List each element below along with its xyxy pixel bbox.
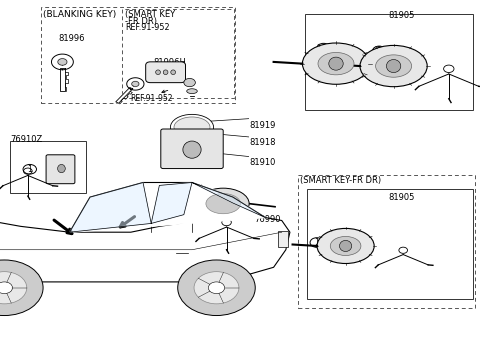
Circle shape (208, 282, 225, 294)
Ellipse shape (183, 141, 201, 158)
Ellipse shape (58, 164, 65, 173)
Circle shape (0, 272, 27, 304)
Ellipse shape (156, 70, 160, 75)
Circle shape (184, 78, 195, 87)
Polygon shape (127, 78, 144, 90)
Text: 2: 2 (377, 46, 382, 55)
Text: 81919: 81919 (250, 121, 276, 130)
Text: 76910Z: 76910Z (11, 135, 43, 144)
Text: (BLANKING KEY): (BLANKING KEY) (43, 10, 117, 19)
Polygon shape (60, 68, 65, 91)
Text: 81910: 81910 (250, 158, 276, 167)
Bar (122, 9, 234, 98)
Polygon shape (0, 218, 290, 282)
Ellipse shape (375, 55, 411, 77)
Ellipse shape (171, 70, 176, 75)
Ellipse shape (330, 236, 361, 256)
Circle shape (0, 282, 12, 294)
Text: 1: 1 (27, 165, 32, 174)
Text: (SMART KEY: (SMART KEY (125, 10, 175, 19)
Text: REF.91-952: REF.91-952 (131, 94, 173, 103)
Polygon shape (132, 82, 139, 86)
Text: 76990: 76990 (254, 215, 281, 224)
Text: 81918: 81918 (250, 138, 276, 147)
Ellipse shape (163, 70, 168, 75)
Ellipse shape (302, 43, 370, 84)
Ellipse shape (187, 89, 197, 94)
Polygon shape (151, 183, 192, 224)
FancyBboxPatch shape (146, 62, 185, 83)
Polygon shape (51, 54, 73, 70)
Polygon shape (192, 183, 265, 218)
Polygon shape (70, 183, 265, 232)
Bar (305, 14, 473, 110)
Circle shape (194, 272, 239, 304)
Circle shape (0, 260, 43, 315)
Ellipse shape (197, 188, 249, 219)
Bar (298, 175, 475, 308)
Bar (307, 189, 473, 299)
Ellipse shape (317, 228, 374, 264)
Bar (277, 231, 288, 247)
FancyBboxPatch shape (46, 155, 75, 184)
Text: 81996H: 81996H (154, 58, 186, 67)
Ellipse shape (339, 240, 352, 251)
Polygon shape (70, 183, 151, 232)
Text: 1: 1 (321, 44, 326, 53)
FancyBboxPatch shape (161, 129, 223, 169)
Text: REF.91-952: REF.91-952 (125, 23, 169, 32)
Text: 81996: 81996 (59, 34, 85, 43)
Text: 81905: 81905 (389, 11, 415, 20)
Text: 2: 2 (238, 200, 242, 209)
Text: (SMART KEY-FR DR): (SMART KEY-FR DR) (300, 176, 381, 185)
Text: 1: 1 (314, 238, 319, 247)
Polygon shape (116, 87, 132, 103)
Ellipse shape (206, 194, 240, 214)
Ellipse shape (174, 117, 210, 138)
Polygon shape (58, 59, 67, 65)
Circle shape (178, 260, 255, 315)
Ellipse shape (329, 57, 343, 70)
Bar (41, 7, 235, 103)
Ellipse shape (360, 45, 427, 87)
Text: -FR DR): -FR DR) (125, 17, 157, 25)
Ellipse shape (386, 60, 401, 73)
Bar (10, 141, 86, 193)
Ellipse shape (318, 53, 354, 75)
Text: 81905: 81905 (389, 193, 415, 202)
